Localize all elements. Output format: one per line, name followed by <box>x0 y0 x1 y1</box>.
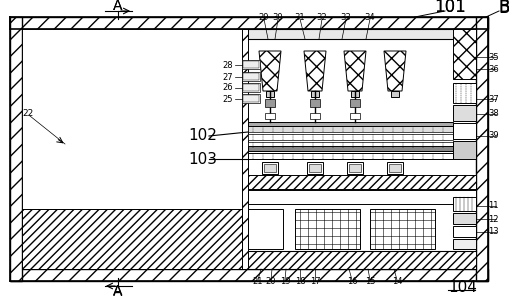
Text: 12: 12 <box>488 214 498 223</box>
Bar <box>242 72 260 81</box>
Text: 103: 103 <box>188 152 216 167</box>
Text: 34: 34 <box>364 13 375 22</box>
Bar <box>10 17 487 29</box>
Bar <box>350 91 358 97</box>
Bar <box>452 141 475 159</box>
Bar <box>10 17 22 281</box>
Bar <box>349 113 359 119</box>
Bar <box>369 209 434 249</box>
Text: 104: 104 <box>447 280 476 295</box>
Text: 13: 13 <box>488 228 498 237</box>
Bar <box>294 209 359 249</box>
Bar <box>452 105 475 121</box>
Bar <box>242 95 259 102</box>
Bar <box>475 17 487 281</box>
Text: 31: 31 <box>294 13 305 22</box>
Bar <box>242 73 259 80</box>
Text: A: A <box>113 285 123 299</box>
Text: 35: 35 <box>488 53 498 62</box>
Bar <box>309 113 319 119</box>
Bar <box>310 91 318 97</box>
Text: 25: 25 <box>222 94 233 103</box>
Bar <box>306 162 322 174</box>
Text: 32: 32 <box>316 13 327 22</box>
Text: 101: 101 <box>433 0 465 16</box>
Text: 26: 26 <box>222 83 233 92</box>
Polygon shape <box>259 51 280 91</box>
Bar <box>247 153 452 159</box>
Bar <box>242 94 260 103</box>
Text: 30: 30 <box>272 13 283 22</box>
Text: 22: 22 <box>22 109 33 118</box>
Text: 39: 39 <box>488 132 498 141</box>
Text: 29: 29 <box>258 13 269 22</box>
Bar <box>452 239 475 249</box>
Bar <box>309 99 319 107</box>
Bar <box>242 84 259 91</box>
Bar <box>349 99 359 107</box>
Bar <box>247 126 452 132</box>
Bar <box>348 164 360 172</box>
Bar <box>22 29 475 269</box>
Bar <box>346 162 362 174</box>
Text: 21: 21 <box>252 277 263 286</box>
Text: 33: 33 <box>340 13 351 22</box>
Bar <box>247 29 475 39</box>
Bar <box>265 99 274 107</box>
Text: 14: 14 <box>391 277 402 286</box>
Text: 15: 15 <box>364 277 375 286</box>
Bar <box>247 134 452 140</box>
Text: 17: 17 <box>309 277 320 286</box>
Bar <box>452 226 475 237</box>
Text: 37: 37 <box>487 94 498 103</box>
Text: 101: 101 <box>433 0 465 16</box>
Polygon shape <box>344 51 365 91</box>
Bar <box>242 61 259 68</box>
Bar <box>247 190 475 204</box>
Bar <box>452 29 475 79</box>
Polygon shape <box>383 51 405 91</box>
Bar <box>247 175 475 189</box>
Bar <box>266 91 273 97</box>
Bar <box>247 122 452 126</box>
Bar <box>22 29 242 209</box>
Bar <box>10 269 487 281</box>
Text: A: A <box>113 0 123 13</box>
Text: 20: 20 <box>265 277 276 286</box>
Bar <box>247 146 452 151</box>
Bar <box>247 209 282 249</box>
Text: B: B <box>497 0 508 17</box>
Bar <box>247 142 452 148</box>
Bar <box>388 164 400 172</box>
Text: 19: 19 <box>279 277 290 286</box>
Text: 11: 11 <box>488 202 498 210</box>
Bar <box>247 251 475 269</box>
Text: 102: 102 <box>188 129 216 144</box>
Text: 18: 18 <box>294 277 305 286</box>
Polygon shape <box>303 51 325 91</box>
Text: 27: 27 <box>222 72 233 82</box>
Text: B: B <box>497 0 508 16</box>
Bar <box>264 164 275 172</box>
Bar <box>22 209 242 269</box>
Bar <box>265 113 274 119</box>
Text: 36: 36 <box>487 65 498 74</box>
Text: 28: 28 <box>222 60 233 69</box>
Bar <box>452 123 475 139</box>
Bar <box>386 162 402 174</box>
Bar <box>308 164 320 172</box>
Bar <box>22 29 242 269</box>
Bar <box>390 91 398 97</box>
Bar <box>452 197 475 211</box>
Text: 38: 38 <box>487 109 498 118</box>
Bar <box>452 213 475 224</box>
Bar <box>234 29 247 269</box>
Bar <box>242 83 260 92</box>
Text: 16: 16 <box>346 277 357 286</box>
Text: A: A <box>113 284 123 298</box>
Bar <box>262 162 277 174</box>
Text: A: A <box>113 0 123 13</box>
Bar <box>242 60 260 69</box>
Bar <box>452 83 475 103</box>
